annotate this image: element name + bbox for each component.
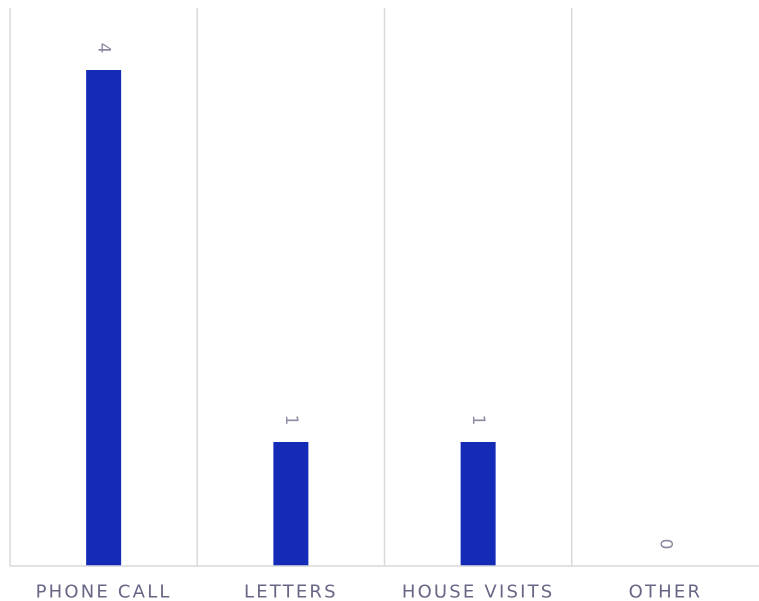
data-label-phone-call: 4 [94, 43, 114, 54]
tick-label-house-visits: HOUSE VISITS [402, 582, 555, 601]
tick-label-letters: LETTERS [244, 582, 338, 601]
tick-label-other: OTHER [629, 582, 703, 601]
data-labels: 4 1 1 0 [94, 43, 676, 550]
bars [86, 70, 496, 566]
data-label-house-visits: 1 [468, 415, 488, 426]
gridlines [9, 8, 573, 566]
data-label-letters: 1 [281, 415, 301, 426]
bar-house-visits [460, 442, 496, 566]
bar-letters [273, 442, 309, 566]
bar-phone-call [86, 70, 122, 566]
x-axis-tick-labels: PHONE CALL LETTERS HOUSE VISITS OTHER [36, 582, 703, 601]
tick-label-phone-call: PHONE CALL [36, 582, 172, 601]
data-label-other: 0 [655, 539, 675, 550]
